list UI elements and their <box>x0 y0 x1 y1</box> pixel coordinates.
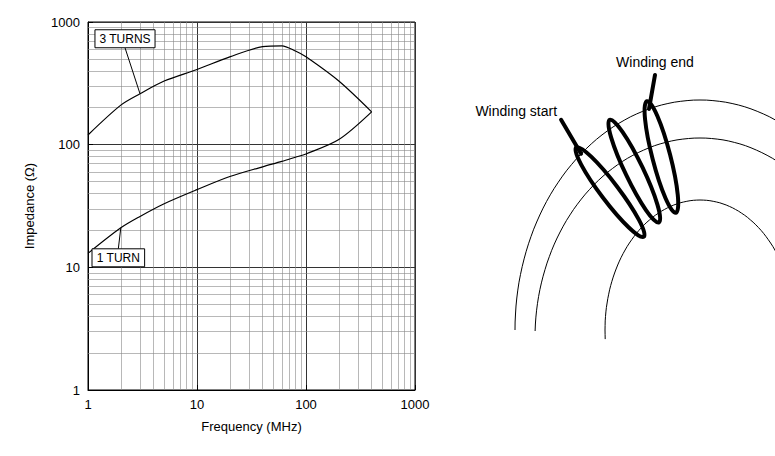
svg-text:100: 100 <box>58 137 80 152</box>
svg-text:100: 100 <box>295 397 317 412</box>
svg-text:Impedance (Ω): Impedance (Ω) <box>22 163 37 249</box>
svg-text:Winding end: Winding end <box>616 54 694 70</box>
svg-text:1000: 1000 <box>51 15 80 30</box>
svg-text:10: 10 <box>190 397 204 412</box>
svg-text:3 TURNS: 3 TURNS <box>99 32 150 46</box>
svg-text:Winding start: Winding start <box>475 103 557 119</box>
svg-text:Frequency (MHz): Frequency (MHz) <box>201 419 301 434</box>
svg-text:1000: 1000 <box>401 397 430 412</box>
svg-text:10: 10 <box>66 260 80 275</box>
svg-text:1: 1 <box>73 383 80 398</box>
svg-text:1 TURN: 1 TURN <box>97 251 140 265</box>
svg-text:1: 1 <box>84 397 91 412</box>
